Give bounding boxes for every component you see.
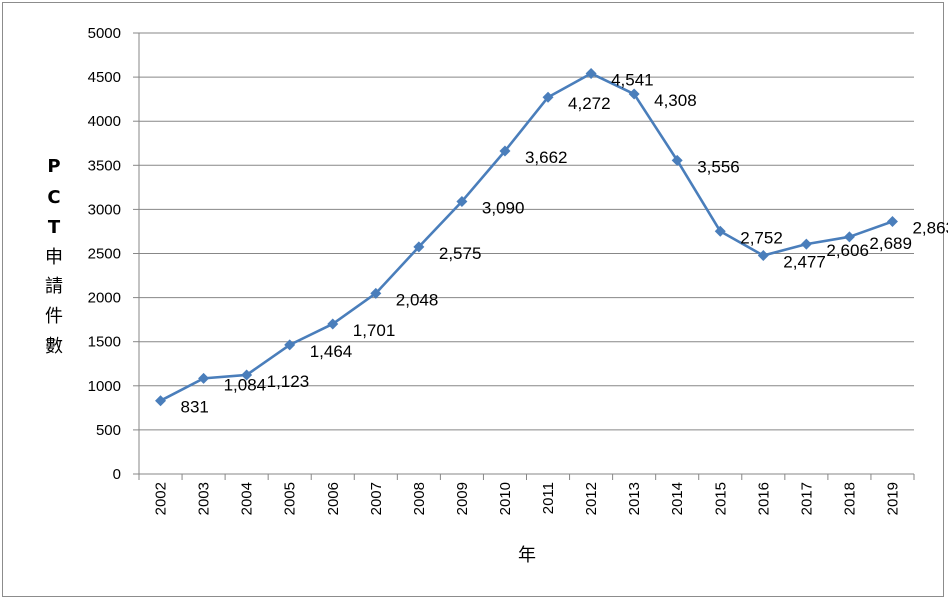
y-axis-title-char: 數 <box>45 336 63 357</box>
y-tick-label: 1500 <box>88 334 121 351</box>
data-label: 4,272 <box>568 94 611 113</box>
y-tick-label: 3500 <box>88 157 121 174</box>
x-tick-label: 2005 <box>282 482 299 515</box>
data-label: 3,556 <box>697 157 740 176</box>
y-tick-label: 0 <box>113 466 121 483</box>
data-point <box>198 373 209 384</box>
y-tick-label: 4500 <box>88 69 121 86</box>
data-label: 2,477 <box>783 253 826 272</box>
x-tick-labels: 2002 2003 2004 2005 2006 2007 2008 2009 2010 2011… <box>153 482 902 515</box>
y-tick-label: 1000 <box>88 378 121 395</box>
y-tick-label: 3000 <box>88 201 121 218</box>
x-tick-label: 2017 <box>798 482 815 515</box>
x-tick-label: 2002 <box>153 482 170 515</box>
y-tick-labels: 0 500 1000 1500 2000 2500 3000 3500 4000 4500 5000 <box>88 25 121 483</box>
data-label: 3,662 <box>525 148 568 167</box>
data-label: 3,090 <box>482 198 525 217</box>
data-label: 2,863 <box>912 218 948 237</box>
x-tick-label: 2019 <box>884 482 901 515</box>
data-label: 1,464 <box>310 342 353 361</box>
data-label: 4,541 <box>611 70 654 89</box>
y-tick-label: 500 <box>96 422 121 439</box>
x-tick-label: 2013 <box>626 482 643 515</box>
data-label: 1,084 <box>224 375 267 394</box>
data-label: 1,123 <box>267 372 310 391</box>
x-tick-label: 2011 <box>540 482 557 514</box>
x-tick-label: 2008 <box>411 482 428 515</box>
x-tick-label: 2015 <box>712 482 729 515</box>
x-tick-label: 2006 <box>325 482 342 515</box>
x-tick-label: 2014 <box>669 482 686 515</box>
y-axis-title-char: C <box>47 187 60 208</box>
data-point <box>155 395 166 406</box>
data-label: 2,048 <box>396 290 439 309</box>
y-tick-label: 2000 <box>88 290 121 307</box>
data-label: 4,308 <box>654 91 697 110</box>
data-point <box>887 216 898 227</box>
x-axis-title: 年 <box>518 545 536 566</box>
x-tick-label: 2012 <box>583 482 600 515</box>
series <box>155 68 898 406</box>
x-tick-label: 2010 <box>497 482 514 515</box>
data-labels: 831 1,0841,1231,4641,7012,048 2,575 3,090 3,… <box>181 70 948 416</box>
x-tick-label: 2018 <box>841 482 858 515</box>
data-label: 831 <box>181 398 209 417</box>
y-axis-title-char: P <box>47 156 60 177</box>
y-axis-title-char: 申 <box>45 247 63 268</box>
y-axis-title: PCT申請件數 <box>45 156 63 357</box>
data-point <box>758 250 769 261</box>
y-axis-title-char: T <box>48 217 61 238</box>
x-tick-label: 2016 <box>755 482 772 515</box>
x-tick-label: 2009 <box>454 482 471 515</box>
data-point <box>801 239 812 250</box>
data-label: 2,575 <box>439 244 482 263</box>
data-label: 2,689 <box>869 234 912 253</box>
y-tick-label: 4000 <box>88 113 121 130</box>
data-label: 2,606 <box>826 241 869 260</box>
data-label: 2,752 <box>740 228 783 247</box>
y-tick-label: 5000 <box>88 25 121 42</box>
x-tick-label: 2003 <box>196 482 213 515</box>
y-tick-label: 2500 <box>88 246 121 263</box>
y-axis-title-char: 件 <box>45 306 63 327</box>
x-tick-label: 2004 <box>239 482 256 515</box>
x-tick-label: 2007 <box>368 482 385 515</box>
data-label: 1,701 <box>353 321 396 340</box>
y-axis-title-char: 請 <box>45 276 63 297</box>
